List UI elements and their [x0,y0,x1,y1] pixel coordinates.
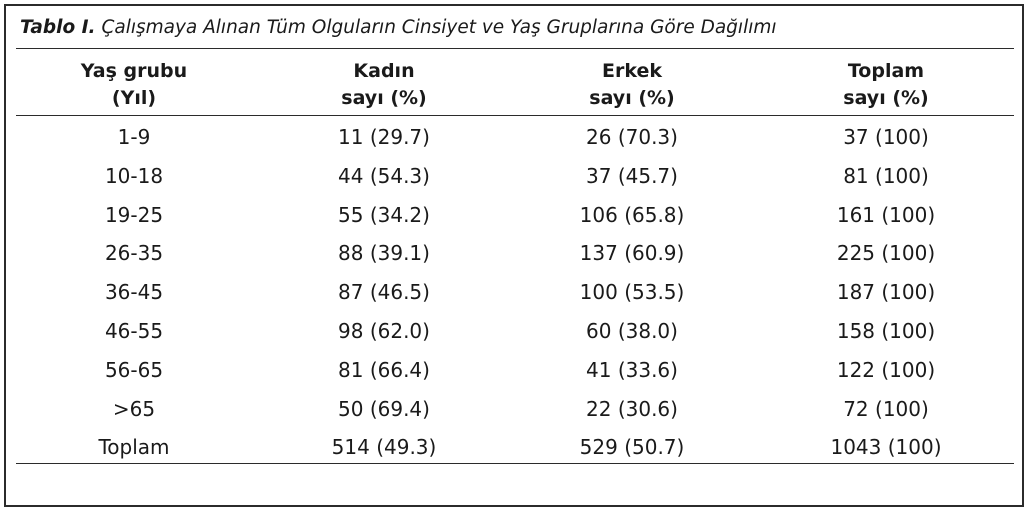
cell-female: 11 (29.7) [338,125,430,149]
header-line: Kadın [353,60,415,82]
cell-age-group: 46-55 [104,319,164,343]
header-rule [16,115,1014,116]
header-male: Erkek sayı (%) [507,58,757,112]
cell-female: 50 (69.4) [338,396,430,421]
table-row: 46-55 98 (62.0) 60 (38.0) 158 (100) [0,311,1030,350]
header-line: sayı (%) [589,87,675,109]
cell-male: 22 (30.6) [586,396,678,421]
table-row-total: Toplam 514 (49.3) 529 (50.7) 1043 (100) [0,427,1030,466]
cell-age-group: 36-45 [104,280,164,305]
cell-age-group: 10-18 [104,163,164,188]
cell-female: 87 (46.5) [338,280,430,305]
cell-male: 41 (33.6) [586,357,678,382]
cell-age-group: >65 [112,396,156,421]
table-row: 19-25 55 (34.2) 106 (65.8) 161 (100) [0,195,1030,234]
header-total: Toplam sayı (%) [761,58,1011,112]
header-line: Erkek [602,60,662,82]
table-row: 36-45 87 (46.5) 100 (53.5) 187 (100) [0,272,1030,311]
cell-age-group: 56-65 [104,357,164,382]
table-row: 26-35 88 (39.1) 137 (60.9) 225 (100) [0,233,1030,272]
cell-age-group: 26-35 [104,241,164,266]
cell-male: 100 (53.5) [579,280,685,305]
cell-male: 529 (50.7) [579,435,685,460]
cell-female: 55 (34.2) [338,202,430,227]
table-row: 56-65 81 (66.4) 41 (33.6) 122 (100) [0,350,1030,389]
header-line: Yaş grubu [80,60,188,82]
cell-total: 1043 (100) [830,435,942,460]
cell-total: 37 (100) [843,125,929,149]
cell-male: 60 (38.0) [586,319,678,343]
cell-female: 88 (39.1) [338,241,430,266]
cell-male: 106 (65.8) [579,202,685,227]
table-row: 10-18 44 (54.3) 37 (45.7) 81 (100) [0,156,1030,195]
cell-male: 37 (45.7) [586,163,678,188]
header-female: Kadın sayı (%) [259,58,509,112]
cell-total: 161 (100) [836,202,936,227]
table-row: >65 50 (69.4) 22 (30.6) 72 (100) [0,389,1030,428]
cell-total: 81 (100) [843,163,929,188]
table-caption: Tablo I. Çalışmaya Alınan Tüm Olguların … [20,17,777,38]
cell-male: 26 (70.3) [586,125,678,149]
cell-total: 122 (100) [836,357,936,382]
bottom-rule [16,463,1014,464]
cell-total: 225 (100) [836,241,936,266]
header-line: (Yıl) [111,87,157,109]
caption-label: Tablo I. [20,17,96,38]
header-age-group: Yaş grubu (Yıl) [9,58,259,112]
cell-total: 158 (100) [836,319,936,343]
cell-age-group: 19-25 [104,202,164,227]
cell-total: 187 (100) [836,280,936,305]
caption-text: Çalışmaya Alınan Tüm Olguların Cinsiyet … [95,17,777,38]
top-rule [16,48,1014,49]
cell-male: 137 (60.9) [579,241,685,266]
cell-female: 44 (54.3) [338,163,430,188]
cell-age-group: Toplam [98,435,170,460]
cell-total: 72 (100) [843,396,929,421]
table-row: 1-9 11 (29.7) 26 (70.3) 37 (100) [0,117,1030,156]
table-frame [4,4,1024,507]
cell-age-group: 1-9 [117,125,151,149]
cell-female: 98 (62.0) [338,319,430,343]
header-line: Toplam [847,60,925,82]
header-line: sayı (%) [341,87,427,109]
header-line: sayı (%) [843,87,929,109]
cell-female: 81 (66.4) [338,357,430,382]
cell-female: 514 (49.3) [331,435,437,460]
